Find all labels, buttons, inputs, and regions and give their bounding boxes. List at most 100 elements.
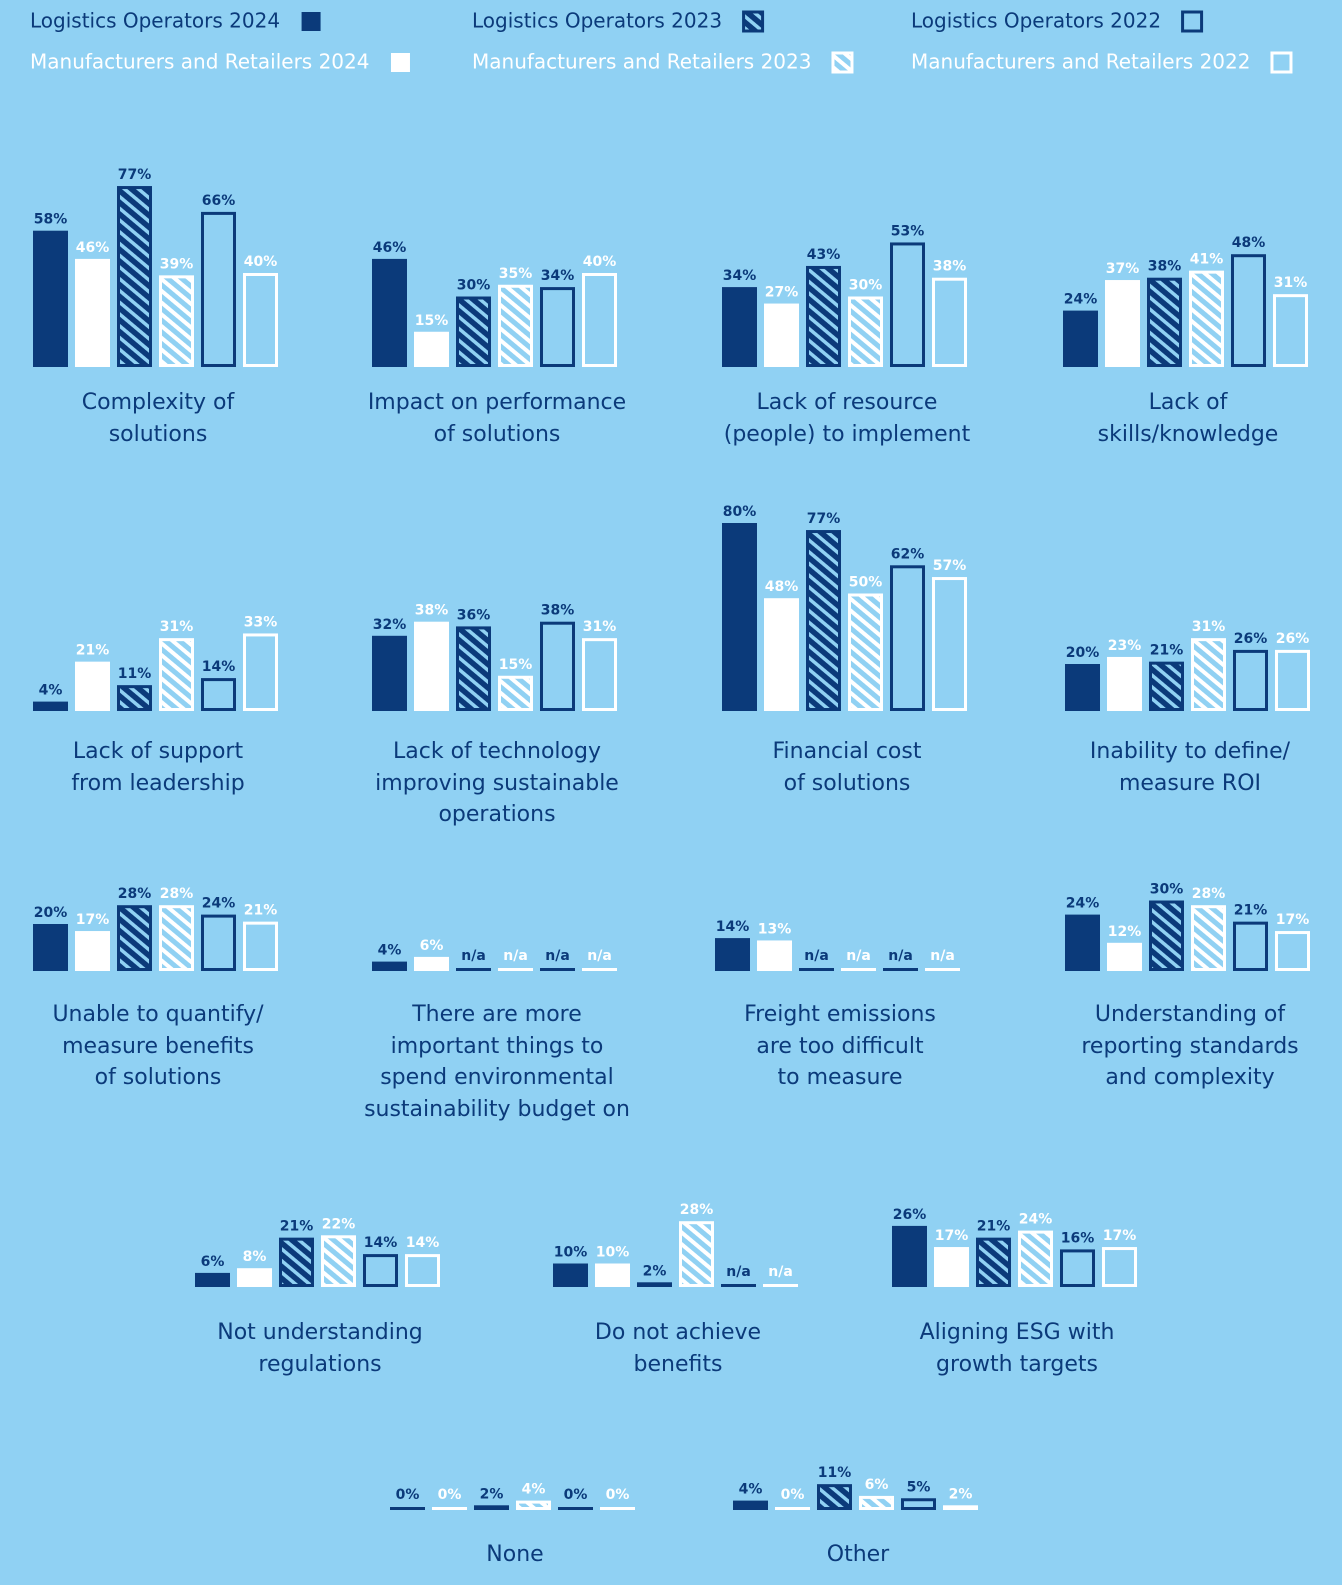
value-label: 77%: [118, 167, 152, 183]
value-label: 20%: [34, 905, 68, 921]
bar: [414, 621, 449, 711]
panel-title: Complexity of solutions: [81, 390, 235, 447]
bar: [764, 303, 799, 367]
value-label: 31%: [160, 619, 194, 635]
bar: [1189, 270, 1224, 367]
bar: [733, 1500, 768, 1510]
value-label: 58%: [34, 212, 68, 228]
bar: [201, 678, 236, 711]
bar: [498, 284, 533, 367]
value-label: 46%: [373, 240, 407, 256]
bar: [414, 956, 449, 971]
bar: [516, 1500, 551, 1510]
legend-label: Manufacturers and Retailers 2023: [472, 50, 811, 74]
value-label: 30%: [457, 278, 491, 294]
bar: [75, 661, 110, 711]
value-label: 6%: [420, 938, 444, 954]
value-label: 8%: [243, 1249, 267, 1265]
bar: [75, 258, 110, 367]
panel-title: Financial cost of solutions: [772, 739, 922, 796]
bar: [1105, 280, 1140, 367]
value-label: 21%: [1234, 903, 1268, 919]
bar: [363, 1254, 398, 1287]
panel-title: Lack of support from leadership: [71, 739, 245, 796]
bar: [159, 905, 194, 972]
bar: [806, 530, 841, 711]
bar: [582, 638, 617, 712]
panel-title: Impact on performance of solutions: [367, 390, 627, 447]
value-label: 22%: [322, 1216, 356, 1232]
value-label: 0%: [781, 1487, 805, 1503]
bar: [243, 633, 278, 712]
value-label: 14%: [716, 919, 750, 935]
value-label: 30%: [1150, 882, 1184, 898]
value-label: 15%: [499, 657, 533, 673]
value-label: 21%: [76, 643, 110, 659]
bar: [456, 626, 491, 712]
value-label: 38%: [541, 603, 575, 619]
bar: [159, 275, 194, 368]
value-label: 80%: [723, 504, 757, 520]
value-label: 17%: [1103, 1228, 1137, 1244]
bar: [1233, 921, 1268, 972]
panel-title: Understanding of reporting standards and…: [1081, 1002, 1299, 1090]
panel-title: Lack of skills/knowledge: [1097, 390, 1279, 447]
bar: [372, 635, 407, 711]
bar: [848, 593, 883, 711]
bar: [474, 1505, 509, 1511]
bar: [321, 1235, 356, 1288]
value-label: n/a: [768, 1264, 793, 1280]
value-label: 36%: [457, 607, 491, 623]
value-label: 37%: [1106, 261, 1140, 277]
value-label: 46%: [76, 240, 110, 256]
bar: [117, 186, 152, 367]
value-label: 4%: [378, 943, 402, 959]
value-label: 31%: [1192, 619, 1226, 635]
value-label: 6%: [201, 1254, 225, 1270]
bar: [117, 905, 152, 972]
value-label: 24%: [1066, 896, 1100, 912]
legend-swatch: [390, 53, 410, 72]
value-label: 21%: [280, 1219, 314, 1235]
panel-title: Do not achieve benefits: [594, 1320, 762, 1377]
value-label: 26%: [1234, 631, 1268, 647]
value-label: 14%: [364, 1235, 398, 1251]
bar: [932, 577, 967, 711]
value-label: 2%: [949, 1486, 973, 1502]
bar: [201, 211, 236, 367]
bar: [1018, 1230, 1053, 1287]
bar: [715, 938, 750, 971]
value-label: 35%: [499, 266, 533, 282]
value-label: 57%: [933, 558, 967, 574]
value-label: 5%: [907, 1479, 931, 1495]
value-label: 14%: [406, 1235, 440, 1251]
bar: [722, 523, 757, 711]
value-label: 4%: [739, 1482, 763, 1498]
bar: [243, 273, 278, 367]
value-label: 20%: [1066, 645, 1100, 661]
value-label: 32%: [373, 617, 407, 633]
value-label: 4%: [39, 683, 63, 699]
bar: [934, 1247, 969, 1287]
value-label: 24%: [1019, 1212, 1053, 1228]
legend-label: Logistics Operators 2023: [472, 9, 722, 33]
bar: [414, 331, 449, 367]
value-label: n/a: [461, 948, 486, 964]
value-label: 17%: [1276, 912, 1310, 928]
bar: [1060, 1249, 1095, 1288]
value-label: 17%: [76, 912, 110, 928]
bar: [540, 287, 575, 368]
panel-title: Aligning ESG with growth targets: [919, 1320, 1115, 1377]
value-label: n/a: [804, 948, 829, 964]
bar: [33, 924, 68, 971]
bar: [456, 296, 491, 367]
value-label: 33%: [244, 614, 278, 630]
bar: [848, 296, 883, 367]
legend-label: Manufacturers and Retailers 2022: [911, 50, 1250, 74]
bar: [372, 961, 407, 971]
value-label: 40%: [583, 254, 617, 270]
bar: [1107, 656, 1142, 711]
panel-title: Other: [826, 1542, 890, 1567]
value-label: 38%: [933, 259, 967, 275]
